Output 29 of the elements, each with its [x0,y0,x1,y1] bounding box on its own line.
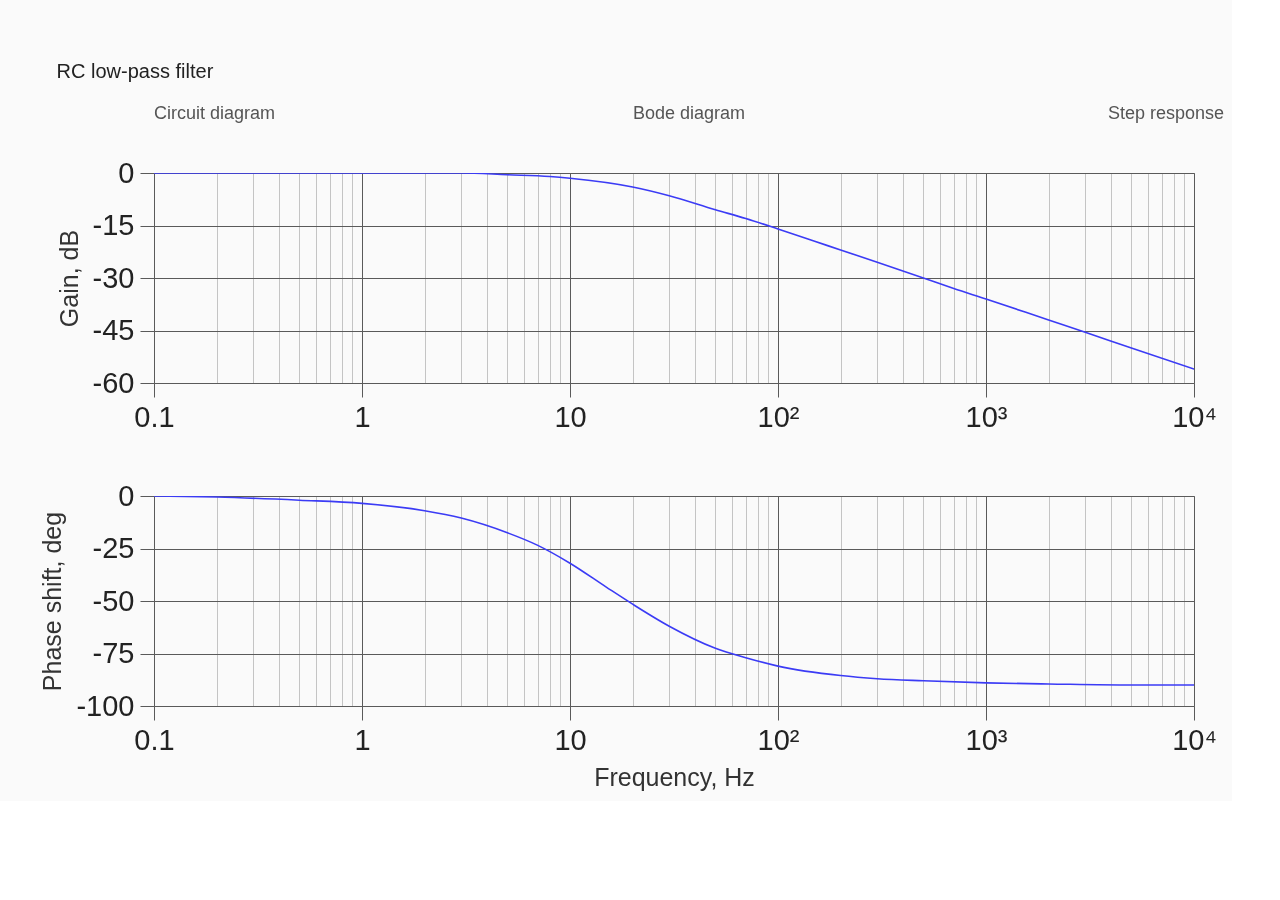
y-tick-label: -30 [92,261,135,294]
x-tick-label: 10² [757,723,800,756]
y-axis-title: Gain, dB [54,229,83,328]
x-tick-label: 10 [554,400,587,433]
text: Circuit diagram [154,103,276,123]
text: Step response [1107,103,1224,123]
y-tick-label: 0 [118,479,135,512]
y-tick-label: -25 [92,532,135,564]
text: Bode diagram [632,103,746,123]
x-tick-label: 0.1 [134,400,175,433]
chart-title: RC low-pass filter [56,60,214,82]
x-tick-label: 0.1 [134,723,175,756]
x-tick-label: 1 [354,400,371,433]
x-tick-label: 10³ [965,723,1008,756]
x-tick-label: 10 [554,723,587,756]
x-tick-label: 10³ [965,400,1008,433]
y-tick-label: -45 [92,314,135,346]
x-tick-label: 1 [354,723,371,756]
y-tick-label: 0 [118,156,135,189]
y-tick-label: -100 [76,689,135,722]
x-tick-label: 10² [757,400,800,433]
y-tick-label: -75 [92,637,135,669]
y-tick-label: -50 [92,584,135,617]
x-axis-title: Frequency, Hz [594,762,755,791]
y-axis-title: Phase shift, deg [38,511,67,692]
y-tick-label: -60 [92,366,135,399]
x-tick-label: 10⁴ [1172,723,1217,756]
y-tick-label: -15 [92,209,135,241]
x-tick-label: 10⁴ [1172,400,1217,433]
